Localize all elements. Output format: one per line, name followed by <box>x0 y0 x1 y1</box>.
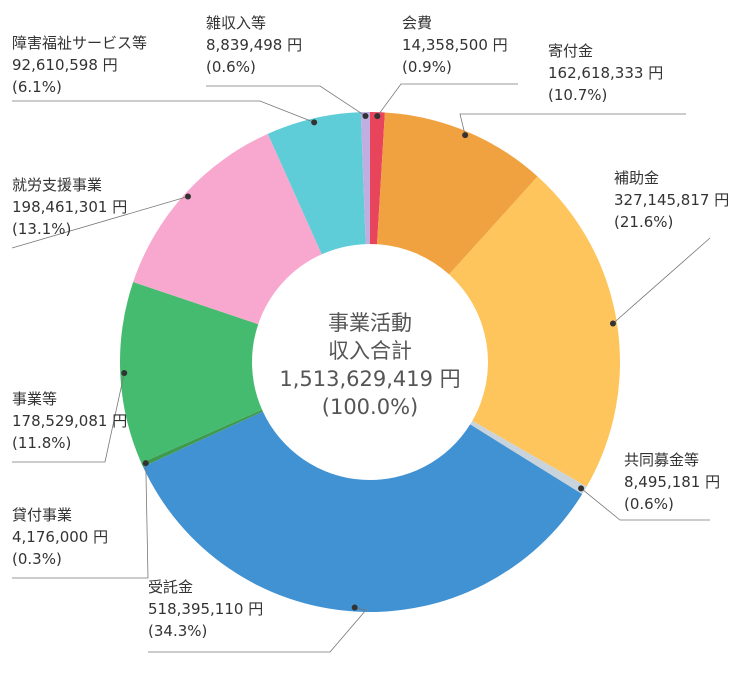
slice-label-name-6: 事業等 <box>12 390 57 408</box>
leader-dot-3 <box>578 485 585 492</box>
slice-label-value-7: 198,461,301 円 <box>12 198 127 216</box>
leader-dot-4 <box>351 604 358 611</box>
leader-dot-6 <box>121 369 128 376</box>
leader-line-3 <box>580 488 710 521</box>
slice-5 <box>141 409 263 467</box>
leader-line-7 <box>11 196 189 249</box>
slice-label-percent-1: (10.7%) <box>548 86 607 104</box>
leader-line-5 <box>12 463 149 579</box>
leader-dot-1 <box>462 132 469 139</box>
leader-dot-0 <box>374 113 381 120</box>
leader-dot-7 <box>184 193 191 200</box>
slice-label-percent-2: (21.6%) <box>614 213 673 231</box>
slice-1 <box>377 112 538 275</box>
slice-label-value-4: 518,395,110 円 <box>148 600 263 618</box>
slice-label-name-3: 共同募金等 <box>624 451 699 469</box>
center-label-line2: 収入合計 <box>328 339 412 363</box>
leader-dot-9 <box>362 113 369 120</box>
slice-labels-layer: 会費 14,358,500 円 (0.9%) 寄付金 162,618,333 円 (10.… <box>12 14 729 640</box>
slice-label-percent-0: (0.9%) <box>402 58 452 76</box>
leader-line-4 <box>148 607 367 653</box>
leader-line-8 <box>12 100 315 123</box>
slice-label-value-6: 178,529,081 円 <box>12 412 127 430</box>
slice-label-percent-6: (11.8%) <box>12 434 71 452</box>
leader-dot-2 <box>609 320 616 327</box>
leader-line-1 <box>459 113 686 136</box>
leader-line-9 <box>206 85 366 117</box>
slice-6 <box>120 281 263 463</box>
slice-label-percent-7: (13.1%) <box>12 220 71 238</box>
slice-label-value-2: 327,145,817 円 <box>614 191 729 209</box>
slice-label-name-2: 補助金 <box>614 169 659 187</box>
slice-label-name-5: 貸付事業 <box>12 506 72 524</box>
slice-9 <box>360 112 370 245</box>
slice-label-name-7: 就労支援事業 <box>12 176 102 194</box>
center-label-line1: 事業活動 <box>328 311 412 335</box>
slice-label-percent-9: (0.6%) <box>206 58 256 76</box>
slice-label-value-8: 92,610,598 円 <box>12 56 118 74</box>
slice-0 <box>370 112 385 245</box>
leader-dot-8 <box>311 119 318 126</box>
leader-line-6 <box>12 372 125 463</box>
leader-dot-5 <box>142 460 149 467</box>
slice-label-value-3: 8,495,181 円 <box>624 473 720 491</box>
leader-line-2 <box>612 237 711 324</box>
slice-label-value-1: 162,618,333 円 <box>548 64 663 82</box>
slice-label-name-9: 雑収入等 <box>206 14 266 32</box>
slice-label-percent-3: (0.6%) <box>624 495 674 513</box>
leader-line-0 <box>377 83 518 117</box>
slice-label-value-5: 4,176,000 円 <box>12 528 108 546</box>
slice-label-name-8: 障害福祉サービス等 <box>12 34 147 52</box>
leader-lines-layer <box>11 83 711 653</box>
slice-label-percent-4: (34.3%) <box>148 622 207 640</box>
center-label: 事業活動 収入合計 1,513,629,419 円 (100.0%) <box>279 311 460 419</box>
slice-label-name-0: 会費 <box>402 14 432 32</box>
slice-label-percent-5: (0.3%) <box>12 550 62 568</box>
slice-4 <box>143 411 583 613</box>
slice-8 <box>267 112 366 255</box>
center-label-percent: (100.0%) <box>322 395 418 419</box>
slice-label-name-4: 受託金 <box>148 578 193 596</box>
slices-layer <box>120 112 620 613</box>
slice-2 <box>449 176 620 487</box>
slice-3 <box>470 420 587 495</box>
slice-7 <box>133 133 322 325</box>
slice-label-percent-8: (6.1%) <box>12 78 62 96</box>
slice-label-value-0: 14,358,500 円 <box>402 36 508 54</box>
center-label-amount: 1,513,629,419 円 <box>279 367 460 391</box>
slice-label-name-1: 寄付金 <box>548 42 593 60</box>
slice-label-value-9: 8,839,498 円 <box>206 36 302 54</box>
